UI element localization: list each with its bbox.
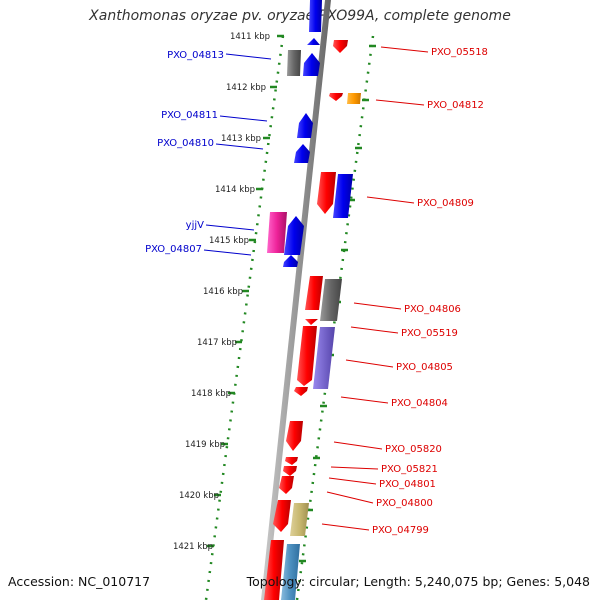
gene-arrow	[297, 326, 317, 386]
gene-arrow	[287, 50, 301, 76]
gene-labels-right: PXO_05518 PXO_04812 PXO_04809 PXO_04806 …	[372, 47, 488, 536]
gene-label[interactable]: yjjV	[186, 220, 204, 231]
gene-arrow	[294, 387, 308, 396]
gene-label[interactable]: PXO_05820	[385, 444, 442, 455]
gene-label[interactable]: PXO_04805	[396, 362, 453, 373]
gene-label[interactable]: PXO_04799	[372, 525, 429, 536]
gene-arrow	[267, 212, 287, 253]
gene-label[interactable]: PXO_04809	[417, 198, 474, 209]
kbp-label: 1421 kbp	[173, 542, 213, 552]
gene-arrow	[283, 466, 297, 476]
reverse-genes	[264, 40, 361, 600]
gene-arrow	[313, 327, 335, 389]
kbp-label: 1413 kbp	[221, 134, 261, 144]
gene-label[interactable]: PXO_04812	[427, 100, 484, 111]
gene-arrow	[320, 279, 342, 321]
gene-label[interactable]: PXO_04813	[167, 50, 224, 61]
gene-arrow	[286, 421, 303, 451]
forward-genes	[267, 0, 322, 600]
kbp-label: 1412 kbp	[226, 83, 266, 93]
genome-backbone	[261, 0, 331, 600]
kbp-label: 1418 kbp	[191, 389, 231, 399]
gene-arrow	[279, 476, 294, 494]
kbp-label: 1414 kbp	[215, 185, 255, 195]
kbp-ticks: 1411 kbp 1412 kbp 1413 kbp 1414 kbp 1415…	[173, 32, 284, 552]
gene-arrow	[283, 255, 298, 267]
gene-arrow	[303, 53, 320, 76]
gene-arrow	[329, 93, 343, 101]
kbp-label: 1416 kbp	[203, 287, 243, 297]
gene-label[interactable]: PXO_04800	[376, 498, 433, 509]
gene-label[interactable]: PXO_04811	[161, 110, 218, 121]
gene-arrow	[264, 540, 284, 600]
genome-title: Xanthomonas oryzae pv. oryzae PXO99A, co…	[89, 8, 511, 24]
gene-arrow	[309, 0, 322, 32]
gene-label[interactable]: PXO_05821	[381, 464, 438, 475]
gene-label[interactable]: PXO_05519	[401, 328, 458, 339]
kbp-label: 1417 kbp	[197, 338, 237, 348]
gene-arrow	[284, 216, 304, 255]
genome-summary-text: Topology: circular; Length: 5,240,075 bp…	[246, 574, 590, 589]
gene-arrow	[333, 40, 348, 53]
gene-arrow	[317, 172, 336, 214]
accession-text: Accession: NC_010717	[8, 574, 151, 589]
gene-arrow	[307, 38, 320, 45]
kbp-label: 1420 kbp	[179, 491, 219, 501]
gene-label[interactable]: PXO_05518	[431, 47, 488, 58]
gene-arrow	[333, 174, 353, 218]
gene-label[interactable]: PXO_04804	[391, 398, 448, 409]
gene-arrow	[281, 544, 300, 600]
gene-arrow	[273, 500, 291, 532]
kbp-label: 1415 kbp	[209, 236, 249, 246]
gene-label[interactable]: PXO_04807	[145, 244, 202, 255]
gene-label[interactable]: PXO_04801	[379, 479, 436, 490]
gene-arrow	[347, 93, 361, 104]
gene-label[interactable]: PXO_04806	[404, 304, 461, 315]
gene-arrow	[285, 457, 298, 465]
kbp-label: 1419 kbp	[185, 440, 225, 450]
gene-arrow	[297, 113, 313, 138]
gene-arrow	[294, 144, 310, 163]
gene-arrow	[305, 276, 323, 310]
leader-lines	[203, 46, 429, 531]
gene-arrow	[305, 319, 318, 325]
kbp-label: 1411 kbp	[230, 32, 270, 42]
gene-labels-left: PXO_04813 PXO_04811 PXO_04810 yjjV PXO_0…	[145, 50, 224, 255]
gene-label[interactable]: PXO_04810	[157, 138, 214, 149]
gene-arrow	[290, 503, 309, 536]
